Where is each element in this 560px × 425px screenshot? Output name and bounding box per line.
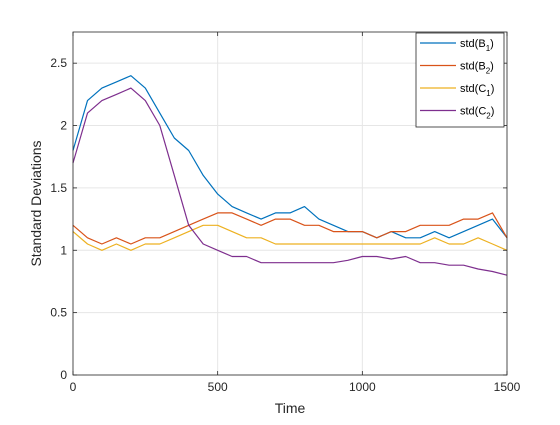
y-tick-label: 2 (60, 119, 67, 133)
x-tick-label: 0 (70, 380, 77, 394)
axes (72, 31, 508, 376)
legend-entry-label: std(C2) (460, 106, 494, 121)
legend-entry-label: std(B2) (460, 61, 494, 76)
legend-entry-label: std(C1) (460, 83, 494, 98)
axes-box (72, 31, 508, 376)
y-tick-label: 2.5 (50, 56, 67, 70)
legend-entry-label: std(B1) (460, 38, 494, 53)
y-tick-label: 0.5 (50, 306, 67, 320)
x-tick-label: 1500 (494, 380, 521, 394)
tick-labels: 0 500 1000 1500 0 0.5 1 1.5 2 2.5 (50, 56, 520, 394)
y-axis-label: Standard Deviations (28, 140, 44, 266)
series-line-2 (72, 212, 508, 245)
y-tick-label: 1.5 (50, 181, 67, 195)
y-tick-label: 1 (60, 243, 67, 257)
series-line-1 (72, 75, 508, 239)
x-tick-label: 500 (208, 380, 228, 394)
x-tick-label: 1000 (349, 380, 376, 394)
legend-box (415, 32, 505, 128)
series-line-4 (72, 87, 508, 276)
y-tick-label: 0 (60, 368, 67, 382)
series-lines (72, 75, 508, 276)
legend: std(B1) std(B2) std(C1) std(C2) (415, 32, 505, 128)
x-axis-label: Time (275, 400, 306, 416)
series-line-3 (72, 224, 508, 251)
